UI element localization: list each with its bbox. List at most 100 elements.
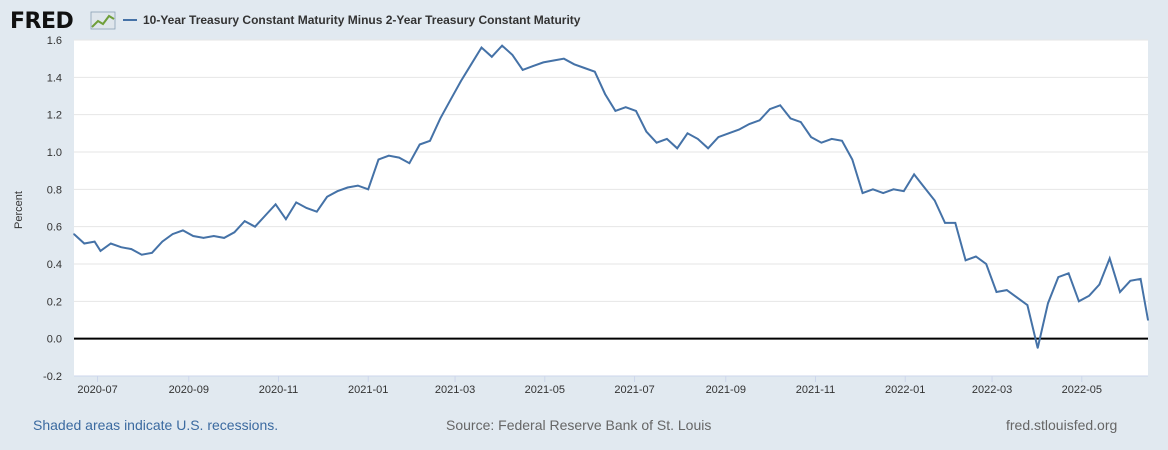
data-point bbox=[624, 106, 627, 108]
data-point bbox=[1006, 289, 1008, 291]
data-point bbox=[408, 162, 411, 164]
x-tick-label: 2021-03 bbox=[435, 384, 475, 396]
data-point bbox=[892, 188, 895, 191]
x-axis: 2020-07 2020-09 2020-11 2021-01 2021-03 2021-… bbox=[74, 375, 1148, 396]
data-point bbox=[1108, 257, 1111, 260]
fred-url-link[interactable]: fred.stlouisfed.org bbox=[1006, 417, 1118, 433]
data-point bbox=[944, 222, 946, 224]
data-point bbox=[1047, 302, 1049, 305]
fred-chart-icon bbox=[90, 11, 116, 30]
x-tick-label: 2021-07 bbox=[614, 384, 654, 396]
data-point bbox=[758, 119, 761, 122]
data-point bbox=[521, 69, 524, 71]
y-tick-label: -0.2 bbox=[43, 371, 62, 383]
data-point bbox=[985, 263, 987, 265]
data-point bbox=[789, 117, 792, 120]
fred-logo[interactable]: FRED bbox=[10, 9, 116, 34]
data-point bbox=[429, 140, 431, 142]
data-point bbox=[851, 158, 854, 161]
data-point bbox=[377, 158, 380, 161]
y-tick-label: 0.2 bbox=[47, 296, 62, 308]
x-tick-label: 2020-09 bbox=[169, 384, 209, 396]
data-point bbox=[769, 108, 771, 110]
data-point bbox=[975, 255, 977, 258]
data-point bbox=[295, 201, 298, 204]
data-point bbox=[357, 184, 359, 187]
data-point bbox=[676, 147, 678, 150]
data-point bbox=[717, 136, 720, 138]
fred-logo-text: FRED bbox=[10, 9, 73, 34]
source-text: Source: Federal Reserve Bank of St. Loui… bbox=[446, 417, 712, 433]
data-point bbox=[995, 291, 998, 293]
data-point bbox=[1057, 276, 1060, 278]
data-point bbox=[264, 214, 267, 217]
data-point bbox=[1026, 304, 1029, 306]
data-point bbox=[542, 61, 545, 64]
data-point bbox=[213, 235, 215, 237]
data-point bbox=[903, 190, 905, 192]
data-point bbox=[913, 173, 915, 176]
data-point bbox=[1129, 280, 1132, 282]
data-point bbox=[439, 117, 442, 120]
data-point bbox=[532, 65, 534, 67]
data-point bbox=[151, 252, 153, 254]
series-points bbox=[73, 44, 1149, 349]
data-point bbox=[470, 63, 473, 66]
legend: 10-Year Treasury Constant Maturity Minus… bbox=[123, 13, 581, 27]
data-point bbox=[933, 199, 936, 202]
data-point bbox=[449, 98, 452, 101]
data-point bbox=[872, 188, 874, 191]
x-tick-label: 2021-11 bbox=[796, 384, 836, 396]
y-axis-label: Percent bbox=[13, 191, 25, 229]
data-point bbox=[223, 237, 225, 239]
data-point bbox=[243, 220, 246, 222]
data-point bbox=[861, 192, 864, 194]
data-point bbox=[110, 242, 112, 245]
data-point bbox=[666, 138, 668, 140]
data-point bbox=[192, 235, 194, 237]
data-point bbox=[398, 156, 400, 159]
data-point bbox=[604, 93, 606, 95]
data-point bbox=[779, 104, 781, 107]
data-point bbox=[954, 222, 957, 224]
x-tick-label: 2022-03 bbox=[972, 384, 1012, 396]
recession-note-link[interactable]: Shaded areas indicate U.S. recessions. bbox=[33, 417, 279, 433]
x-tick-label: 2020-07 bbox=[77, 384, 117, 396]
data-point bbox=[316, 210, 318, 213]
data-point bbox=[274, 203, 277, 206]
data-point bbox=[120, 246, 122, 248]
data-point bbox=[1098, 283, 1101, 286]
data-point bbox=[99, 250, 102, 252]
data-point bbox=[655, 141, 658, 144]
data-point bbox=[501, 44, 503, 47]
data-point bbox=[800, 121, 802, 123]
x-tick-label: 2022-05 bbox=[1062, 384, 1102, 396]
series-line bbox=[73, 44, 1149, 349]
x-tick-label: 2021-05 bbox=[525, 384, 565, 396]
data-point bbox=[583, 67, 586, 69]
data-point bbox=[346, 186, 349, 189]
data-point bbox=[1016, 296, 1018, 299]
data-point bbox=[83, 242, 86, 245]
data-point bbox=[820, 141, 823, 144]
data-point bbox=[511, 54, 514, 56]
data-point bbox=[573, 63, 575, 66]
data-point bbox=[93, 240, 96, 243]
data-point bbox=[73, 233, 75, 235]
data-point bbox=[388, 154, 390, 157]
y-tick-label: 0.4 bbox=[47, 259, 62, 271]
data-point bbox=[182, 229, 184, 232]
data-point bbox=[1067, 272, 1070, 275]
data-point bbox=[614, 110, 617, 112]
data-point bbox=[1036, 347, 1039, 349]
data-point bbox=[140, 253, 143, 256]
legend-series-label: 10-Year Treasury Constant Maturity Minus… bbox=[143, 13, 581, 27]
data-point bbox=[233, 231, 236, 234]
data-point bbox=[254, 225, 256, 228]
data-point bbox=[1147, 319, 1149, 321]
data-point bbox=[594, 70, 596, 73]
y-tick-label: 0.6 bbox=[47, 222, 62, 234]
data-point bbox=[727, 132, 730, 135]
data-point bbox=[171, 233, 174, 235]
